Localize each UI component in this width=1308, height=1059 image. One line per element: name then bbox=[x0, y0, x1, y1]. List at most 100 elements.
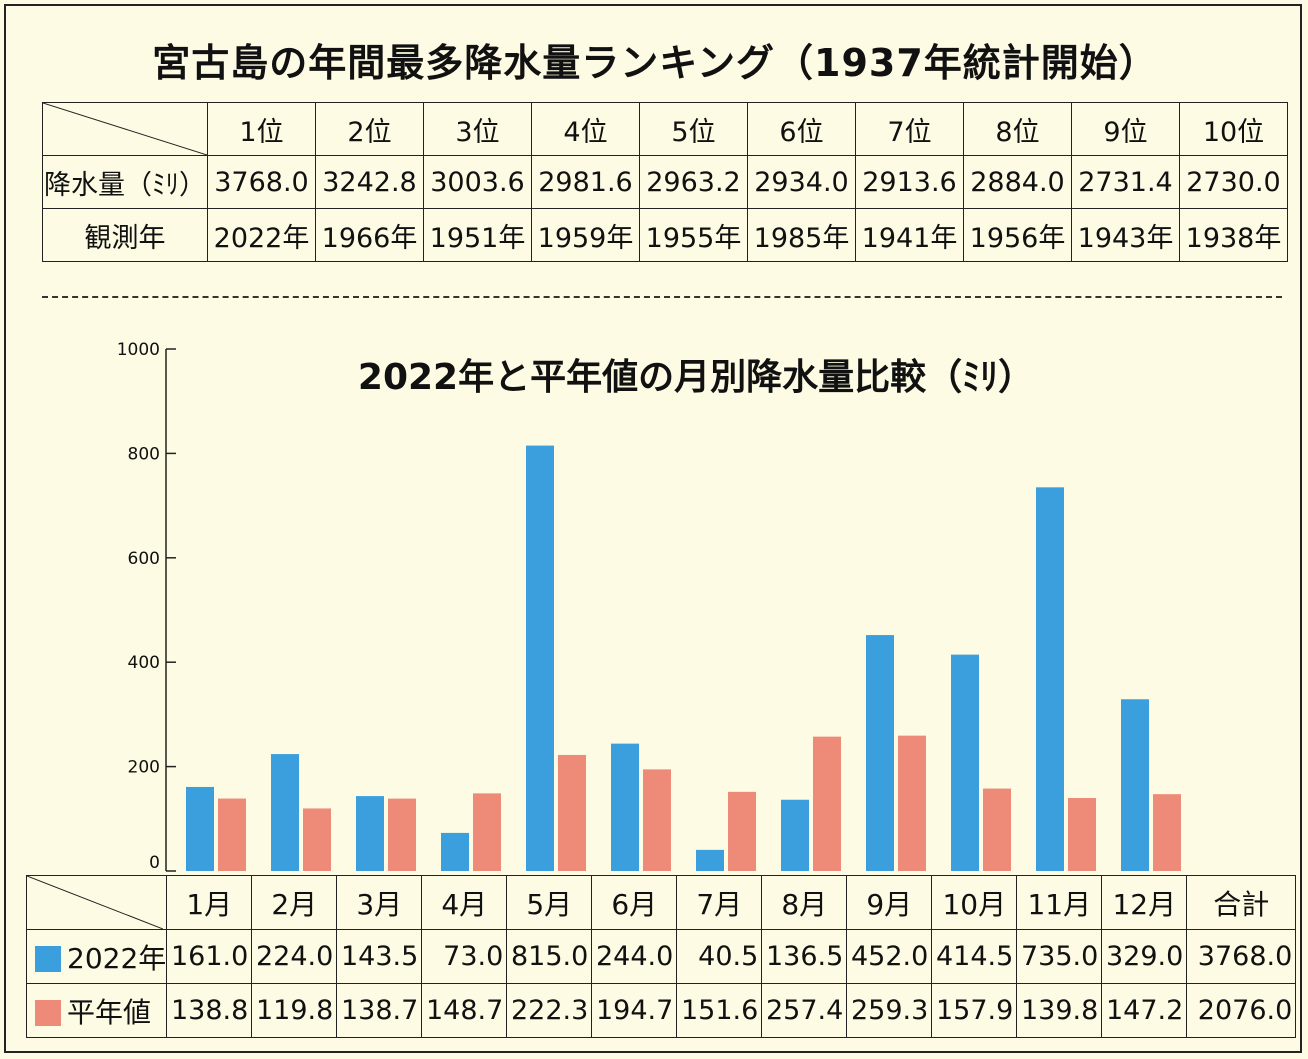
year-cell: 1985年 bbox=[747, 208, 856, 262]
figure-frame: 宮古島の年間最多降水量ランキング（1937年統計開始） 1位 2位 3位 4位 … bbox=[4, 4, 1302, 1053]
month-header: 1月 bbox=[166, 875, 253, 930]
value-normal-cell: 222.3 bbox=[506, 983, 593, 1038]
rank-header: 4位 bbox=[531, 102, 640, 156]
bar-2022 bbox=[441, 832, 469, 871]
month-header: 8月 bbox=[761, 875, 848, 930]
rank-header: 1位 bbox=[207, 102, 316, 156]
bar-normal bbox=[898, 735, 926, 871]
corner-diagonal bbox=[27, 876, 163, 929]
rank-header: 10位 bbox=[1179, 102, 1288, 156]
value-2022-cell: 40.5 bbox=[676, 929, 763, 984]
amount-cell: 2934.0 bbox=[747, 155, 856, 209]
month-header: 2月 bbox=[251, 875, 338, 930]
value-normal-cell: 259.3 bbox=[846, 983, 933, 1038]
month-header: 10月 bbox=[931, 875, 1018, 930]
year-cell: 1956年 bbox=[963, 208, 1072, 262]
section-divider bbox=[42, 296, 1282, 298]
rank-header: 7位 bbox=[855, 102, 964, 156]
legend-swatch-normal bbox=[35, 999, 61, 1026]
bar-normal bbox=[388, 798, 416, 871]
y-tick-label: 0 bbox=[149, 853, 160, 873]
series-normal-row: 平年値 138.8 119.8 138.7 148.7 222.3 194.7 151.6 2… bbox=[25, 983, 1297, 1038]
year-row-label: 観測年 bbox=[42, 208, 208, 262]
year-cell: 1951年 bbox=[423, 208, 532, 262]
legend-swatch-2022 bbox=[35, 945, 61, 972]
ranking-title: 宮古島の年間最多降水量ランキング（1937年統計開始） bbox=[152, 41, 1158, 85]
y-tick-label: 200 bbox=[128, 758, 160, 778]
bar-2022 bbox=[781, 799, 809, 871]
series-2022-row: 2022年 161.0 224.0 143.5 73.0 815.0 244.0 40.5 1… bbox=[25, 929, 1297, 984]
bar-normal bbox=[218, 798, 246, 871]
y-tick-label: 800 bbox=[128, 444, 160, 464]
corner-diagonal bbox=[43, 103, 207, 155]
value-2022-cell: 329.0 bbox=[1101, 929, 1188, 984]
bar-2022 bbox=[1036, 487, 1064, 871]
value-2022-cell: 815.0 bbox=[506, 929, 593, 984]
amount-cell: 2981.6 bbox=[531, 155, 640, 209]
bar-2022 bbox=[866, 635, 894, 871]
month-header: 9月 bbox=[846, 875, 933, 930]
rank-header: 5位 bbox=[639, 102, 748, 156]
month-header: 5月 bbox=[506, 875, 593, 930]
year-cell: 1941年 bbox=[855, 208, 964, 262]
bar-2022 bbox=[951, 654, 979, 871]
year-cell: 1938年 bbox=[1179, 208, 1288, 262]
bar-2022 bbox=[186, 786, 214, 871]
value-normal-cell: 139.8 bbox=[1016, 983, 1103, 1038]
value-normal-cell: 151.6 bbox=[676, 983, 763, 1038]
value-2022-cell: 414.5 bbox=[931, 929, 1018, 984]
amount-cell: 3242.8 bbox=[315, 155, 424, 209]
value-2022-cell: 143.5 bbox=[336, 929, 423, 984]
value-normal-cell: 138.7 bbox=[336, 983, 423, 1038]
bar-chart: 2022年と平年値の月別降水量比較（ﾐﾘ） 0 200 400 600 800 1000 bbox=[117, 340, 1181, 873]
bar-normal bbox=[643, 769, 671, 871]
amount-row-label: 降水量（ﾐﾘ） bbox=[42, 155, 208, 209]
bar-normal bbox=[813, 736, 841, 871]
bar-2022 bbox=[1121, 699, 1149, 871]
ranking-header-row: 1位 2位 3位 4位 5位 6位 7位 8位 9位 10位 bbox=[42, 102, 1288, 156]
total-header: 合計 bbox=[1186, 875, 1297, 930]
rank-header: 6位 bbox=[747, 102, 856, 156]
value-2022-cell: 244.0 bbox=[591, 929, 678, 984]
rank-header: 9位 bbox=[1071, 102, 1180, 156]
bar-2022 bbox=[696, 849, 724, 871]
bar-normal bbox=[1153, 794, 1181, 871]
monthly-corner-cell bbox=[25, 875, 168, 930]
value-normal-cell: 157.9 bbox=[931, 983, 1018, 1038]
legend-label-2022: 2022年 bbox=[67, 941, 167, 975]
ranking-corner-cell bbox=[42, 102, 208, 156]
bar-2022 bbox=[356, 796, 384, 871]
month-header: 3月 bbox=[336, 875, 423, 930]
value-normal-cell: 119.8 bbox=[251, 983, 338, 1038]
legend-label-normal: 平年値 bbox=[67, 995, 152, 1029]
ranking-table: 1位 2位 3位 4位 5位 6位 7位 8位 9位 10位 降水量（ﾐﾘ） 3… bbox=[42, 102, 1288, 262]
value-normal-cell: 147.2 bbox=[1101, 983, 1188, 1038]
bar-normal bbox=[1068, 798, 1096, 871]
value-2022-cell: 136.5 bbox=[761, 929, 848, 984]
value-2022-cell: 73.0 bbox=[421, 929, 508, 984]
value-2022-cell: 452.0 bbox=[846, 929, 933, 984]
amount-cell: 3768.0 bbox=[207, 155, 316, 209]
value-2022-cell: 735.0 bbox=[1016, 929, 1103, 984]
total-2022-cell: 3768.0 bbox=[1186, 929, 1297, 984]
y-ticks: 0 200 400 600 800 1000 bbox=[117, 340, 176, 873]
year-cell: 1959年 bbox=[531, 208, 640, 262]
bar-2022 bbox=[271, 754, 299, 871]
bar-normal bbox=[558, 754, 586, 871]
bar-normal bbox=[473, 793, 501, 871]
y-tick-label: 600 bbox=[128, 549, 160, 569]
month-header: 4月 bbox=[421, 875, 508, 930]
bar-normal bbox=[303, 808, 331, 871]
month-header: 7月 bbox=[676, 875, 763, 930]
year-cell: 2022年 bbox=[207, 208, 316, 262]
value-normal-cell: 257.4 bbox=[761, 983, 848, 1038]
year-cell: 1955年 bbox=[639, 208, 748, 262]
month-header: 12月 bbox=[1101, 875, 1188, 930]
value-2022-cell: 224.0 bbox=[251, 929, 338, 984]
y-tick-label: 400 bbox=[128, 653, 160, 673]
bar-normal bbox=[728, 791, 756, 871]
total-normal-cell: 2076.0 bbox=[1186, 983, 1297, 1038]
month-header: 11月 bbox=[1016, 875, 1103, 930]
monthly-table: 1月 2月 3月 4月 5月 6月 7月 8月 9月 10月 11月 12月 合計 2022年 161.… bbox=[25, 875, 1297, 1038]
year-cell: 1943年 bbox=[1071, 208, 1180, 262]
